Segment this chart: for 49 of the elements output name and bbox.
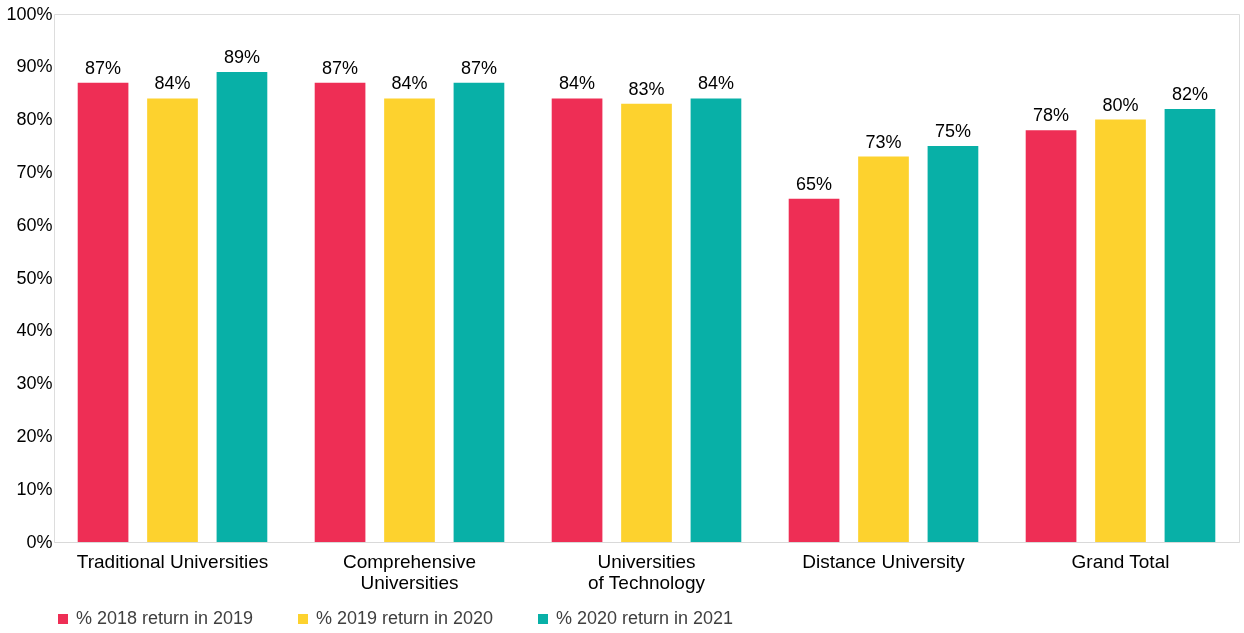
y-tick-label: 0% — [26, 531, 53, 552]
y-tick-label: 60% — [16, 214, 53, 235]
y-tick-label: 50% — [16, 267, 53, 288]
y-tick-label: 70% — [16, 161, 53, 182]
bar — [1025, 130, 1077, 542]
y-tick-label: 80% — [16, 109, 53, 130]
data-label: 65% — [796, 173, 833, 194]
bar — [1164, 109, 1216, 542]
data-label: 87% — [322, 57, 359, 78]
data-label: 87% — [460, 57, 497, 78]
y-tick-label: 100% — [6, 3, 53, 24]
bar — [216, 72, 268, 542]
x-tick-label: Comprehensive Universities — [342, 550, 477, 593]
bar — [384, 98, 435, 542]
data-label: 83% — [628, 78, 665, 99]
bar — [690, 98, 742, 542]
bar — [551, 98, 603, 542]
y-tick-label: 40% — [16, 320, 53, 341]
x-tick-label: Traditional Universities — [76, 550, 269, 572]
data-label: 84% — [697, 73, 734, 94]
bar — [788, 198, 840, 542]
data-label: 84% — [154, 73, 191, 94]
data-label: 84% — [391, 73, 428, 94]
bar — [314, 82, 366, 542]
data-label: 89% — [223, 47, 260, 68]
bar — [1095, 119, 1146, 542]
bar — [858, 156, 909, 542]
x-tick-label: Distance University — [802, 550, 966, 572]
legend-label: % 2018 return in 2019 — [76, 608, 254, 628]
data-label: 73% — [865, 131, 902, 152]
data-label: 87% — [85, 57, 122, 78]
y-tick-label: 30% — [16, 373, 53, 394]
x-tick-label: Grand Total — [1071, 550, 1170, 572]
y-tick-label: 10% — [16, 478, 53, 499]
bar — [77, 82, 129, 542]
y-tick-label: 90% — [16, 56, 53, 77]
legend-label: % 2020 return in 2021 — [556, 608, 734, 628]
data-label: 84% — [559, 73, 596, 94]
bar — [927, 146, 979, 542]
data-label: 75% — [934, 121, 971, 141]
bar — [621, 103, 672, 542]
data-label: 80% — [1102, 94, 1139, 115]
x-tick-label: Universities of Technology — [588, 550, 706, 593]
bar — [147, 98, 198, 542]
bar — [453, 82, 505, 542]
data-label: 78% — [1033, 105, 1070, 126]
data-label: 82% — [1171, 84, 1208, 105]
y-tick-label: 20% — [16, 425, 53, 446]
legend-label: % 2019 return in 2020 — [316, 608, 494, 628]
